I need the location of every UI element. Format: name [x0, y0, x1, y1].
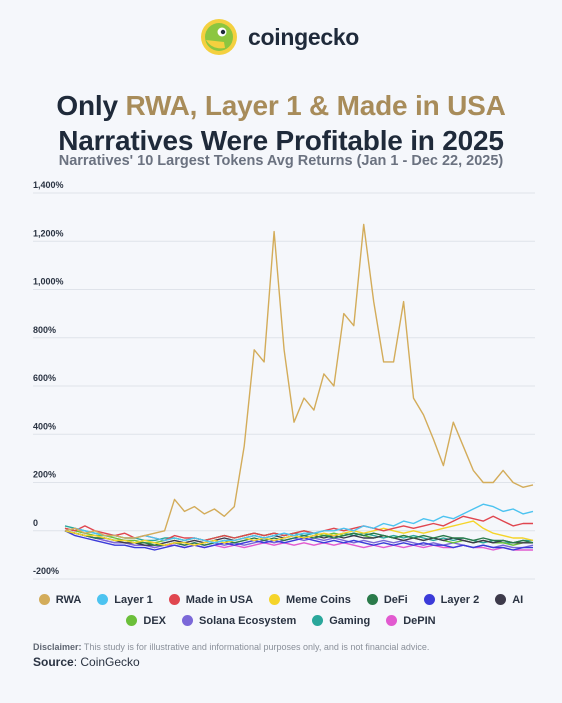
legend-item: Layer 1: [97, 594, 153, 606]
series-line: [64, 520, 534, 546]
y-tick-label: -200%: [33, 566, 59, 576]
disclaimer: Disclaimer: This study is for illustrati…: [33, 642, 429, 652]
legend-label: Layer 1: [114, 593, 153, 606]
legend-item: Gaming: [312, 615, 370, 627]
title-rest: Narratives Were Profitable in 2025: [58, 125, 504, 156]
logo: [201, 19, 237, 55]
legend-item: Layer 2: [423, 593, 480, 606]
legend-swatch: [97, 594, 109, 605]
legend-swatch: [182, 615, 194, 626]
legend-item: AI: [495, 594, 523, 606]
y-tick-label: 400%: [33, 421, 56, 431]
legend-item: Meme Coins: [269, 594, 351, 606]
brand-name: coingecko: [248, 24, 360, 50]
legend-row: DEX Solana Ecosystem Gaming DePIN: [20, 610, 542, 631]
legend-swatch: [312, 615, 324, 626]
legend-swatch: [423, 594, 435, 605]
legend-item: DeFi: [366, 593, 408, 606]
legend-swatch: [168, 594, 180, 605]
y-tick-label: 800%: [33, 325, 56, 335]
y-tick-label: 600%: [33, 373, 56, 383]
legend-label: DEX: [143, 614, 167, 627]
series-line: [64, 223, 534, 539]
legend-item: DePIN: [386, 614, 436, 627]
legend-swatch: [126, 615, 138, 626]
legend: RWA Layer 1 Made in USA Meme Coins DeFi Layer…: [20, 589, 542, 631]
legend-item: DEX: [126, 615, 166, 627]
chart-subtitle: Narratives' 10 Largest Tokens Avg Return…: [58, 153, 504, 169]
legend-swatch: [495, 594, 507, 605]
y-tick-label: 200%: [33, 470, 56, 480]
disclaimer-text: This study is for illustrative and infor…: [83, 642, 430, 652]
legend-item: RWA: [38, 593, 82, 606]
legend-label: Made in USA: [185, 593, 254, 606]
legend-swatch: [38, 594, 50, 605]
legend-item: Made in USA: [168, 593, 254, 606]
y-tick-label: 1,200%: [33, 228, 64, 238]
logo-pupil: [220, 29, 226, 35]
legend-swatch: [386, 615, 398, 626]
title-highlight: RWA, Layer 1 & Made in USA: [125, 90, 506, 121]
y-tick-label: 1,400%: [33, 180, 64, 190]
legend-label: DePIN: [403, 614, 436, 627]
source-label: Source: [33, 655, 74, 669]
logo-mouth: [206, 40, 225, 49]
legend-label: AI: [512, 593, 524, 606]
title-lead: Only: [56, 90, 118, 121]
source-text: : CoinGecko: [73, 655, 140, 669]
legend-label: Gaming: [329, 614, 371, 627]
legend-label: DeFi: [383, 593, 408, 606]
source: Source: CoinGecko: [33, 655, 140, 669]
y-tick-label: 0: [33, 518, 38, 528]
legend-item: Solana Ecosystem: [182, 615, 296, 627]
plot-area: -200% 0 200% 400% 600% 800% 1,000% 1,200% 1,400%: [33, 180, 535, 580]
legend-swatch: [366, 594, 378, 605]
legend-label: Meme Coins: [286, 593, 351, 606]
legend-label: Solana Ecosystem: [199, 614, 297, 627]
disclaimer-label: Disclaimer:: [33, 642, 82, 652]
series-line: [64, 530, 533, 551]
chart-title: Only RWA, Layer 1 & Made in USA Narrative…: [0, 88, 562, 158]
legend-label: Layer 2: [440, 593, 480, 606]
legend-swatch: [269, 594, 281, 605]
legend-label: RWA: [55, 593, 82, 606]
y-tick-label: 1,000%: [33, 277, 64, 287]
legend-row: RWA Layer 1 Made in USA Meme Coins DeFi Layer…: [20, 589, 542, 610]
